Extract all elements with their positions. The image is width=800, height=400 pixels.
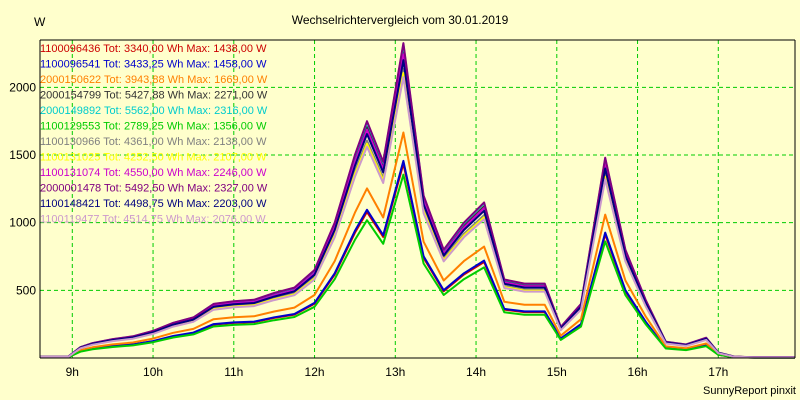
legend-entry: 2000001478 Tot: 5492,50 Wh Max: 2327,00 …	[40, 183, 268, 195]
legend-entry: 1100096436 Tot: 3340,00 Wh Max: 1438,00 …	[40, 43, 267, 55]
x-tick-label: 11h	[224, 365, 243, 379]
y-tick-label: 1500	[9, 148, 36, 162]
y-tick-label: 500	[16, 283, 36, 297]
legend-entry: 1100131025 Tot: 4252,50 Wh Max: 2107,00 …	[40, 152, 267, 164]
axes	[39, 39, 796, 359]
legend: 1100096436 Tot: 3340,00 Wh Max: 1438,00 …	[40, 43, 268, 226]
y-axis-label: W	[34, 15, 46, 29]
legend-entry: 1100096541 Tot: 3433,25 Wh Max: 1458,00 …	[40, 59, 267, 71]
legend-entry: 1100119477 Tot: 4514,75 Wh Max: 2076,00 …	[40, 214, 266, 226]
x-tick-label: 13h	[385, 365, 405, 379]
x-tick-label: 17h	[708, 365, 728, 379]
series-line-6	[40, 173, 795, 359]
chart-title: Wechselrichtervergleich vom 30.01.2019	[292, 13, 509, 27]
series-line-12	[40, 76, 795, 359]
x-tick-label: 14h	[466, 365, 486, 379]
series-lines	[40, 42, 795, 359]
x-tick-label: 9h	[66, 365, 79, 379]
legend-entry: 1100131074 Tot: 4550,00 Wh Max: 2246,00 …	[40, 167, 267, 179]
y-tick-label: 2000	[9, 80, 36, 94]
x-tick-label: 10h	[143, 365, 163, 379]
legend-entry: 2000150622 Tot: 3943,88 Wh Max: 1669,00 …	[40, 74, 268, 86]
tick-labels: 9h 10h 11h 12h 13h 14h 15h 16h 17h 500 1000 1500 200…	[9, 80, 728, 379]
x-tick-label: 16h	[628, 365, 648, 379]
y-tick-label: 1000	[9, 216, 36, 230]
legend-entry: 1100130966 Tot: 4361,00 Wh Max: 2138,00 …	[40, 136, 267, 148]
x-tick-label: 15h	[547, 365, 567, 379]
series-line-3	[40, 131, 795, 359]
x-tick-label: 12h	[305, 365, 325, 379]
legend-entry: 1100148421 Tot: 4498,75 Wh Max: 2203,00 …	[40, 198, 267, 210]
legend-entry: 2000154799 Tot: 5427,88 Wh Max: 2271,00 …	[40, 90, 268, 102]
legend-entry: 1100129553 Tot: 2789,25 Wh Max: 1356,00 …	[40, 121, 267, 133]
credit-label: SunnyReport pinxit	[703, 385, 796, 397]
legend-entry: 2000149892 Tot: 5562,00 Wh Max: 2316,00 …	[40, 105, 268, 117]
